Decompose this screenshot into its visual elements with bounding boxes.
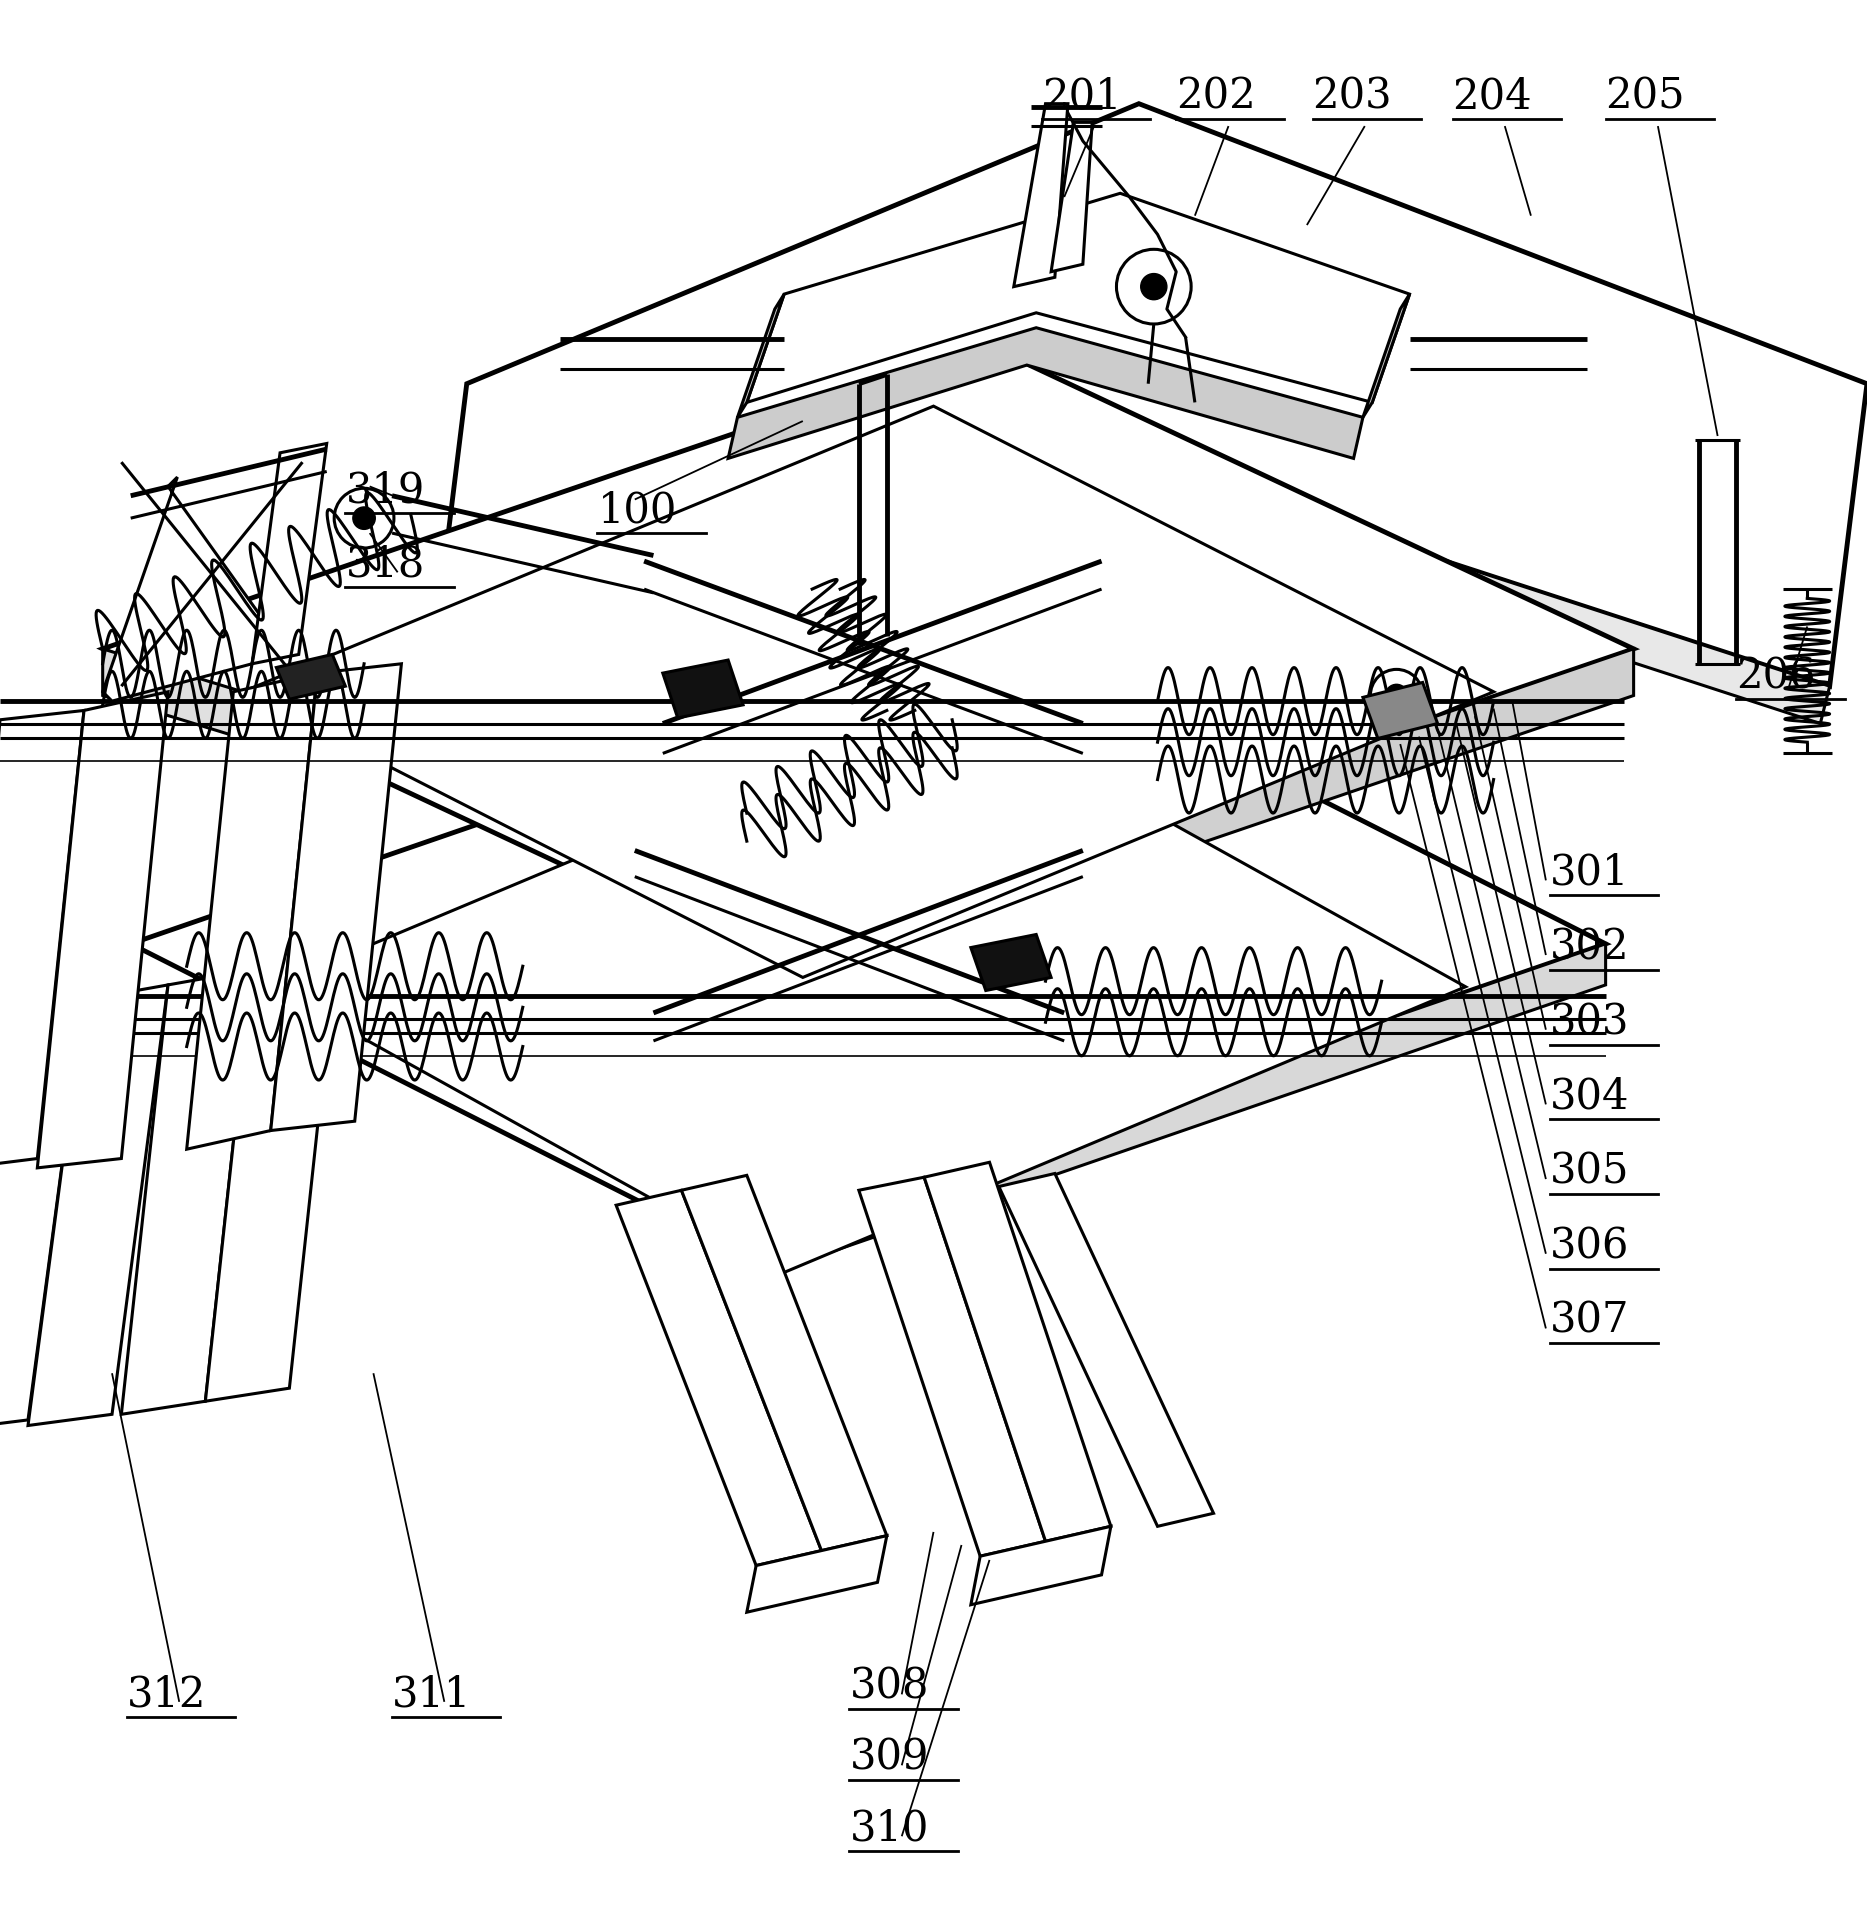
Polygon shape — [924, 1163, 1111, 1542]
Polygon shape — [616, 1190, 821, 1565]
Text: 307: 307 — [1550, 1299, 1630, 1342]
Polygon shape — [1051, 123, 1092, 271]
Polygon shape — [271, 701, 1466, 1272]
Polygon shape — [681, 1176, 887, 1552]
Polygon shape — [37, 691, 168, 1168]
Text: 310: 310 — [849, 1808, 930, 1850]
Text: 303: 303 — [1550, 1001, 1630, 1043]
Text: 308: 308 — [849, 1665, 930, 1707]
Text: 304: 304 — [1550, 1076, 1630, 1118]
Polygon shape — [131, 641, 1606, 1245]
Polygon shape — [243, 406, 1494, 978]
Circle shape — [1385, 683, 1408, 706]
Polygon shape — [28, 986, 168, 1426]
Polygon shape — [859, 1178, 1046, 1555]
Circle shape — [353, 506, 375, 529]
Text: 204: 204 — [1453, 75, 1533, 117]
Polygon shape — [747, 192, 1410, 402]
Text: 318: 318 — [345, 545, 424, 585]
Polygon shape — [103, 346, 1634, 951]
Text: 309: 309 — [849, 1736, 930, 1779]
Polygon shape — [252, 443, 327, 664]
Polygon shape — [271, 664, 401, 1130]
Text: 205: 205 — [1606, 75, 1686, 117]
Text: 203: 203 — [1313, 75, 1393, 117]
Polygon shape — [103, 649, 243, 739]
Text: 201: 201 — [1042, 75, 1122, 117]
Polygon shape — [276, 654, 345, 699]
Polygon shape — [205, 955, 336, 1401]
Polygon shape — [1363, 295, 1410, 418]
Text: 319: 319 — [345, 470, 424, 512]
Polygon shape — [971, 1527, 1111, 1605]
Polygon shape — [747, 649, 1634, 997]
Polygon shape — [429, 104, 1867, 685]
Text: 202: 202 — [1176, 75, 1256, 117]
Polygon shape — [1014, 104, 1068, 287]
Polygon shape — [663, 660, 743, 718]
Polygon shape — [747, 1536, 887, 1613]
Polygon shape — [187, 674, 317, 1149]
Text: 206: 206 — [1736, 656, 1817, 699]
Circle shape — [1141, 273, 1167, 300]
Polygon shape — [103, 477, 261, 701]
Polygon shape — [121, 970, 252, 1415]
Text: 305: 305 — [1550, 1151, 1630, 1194]
Text: 100: 100 — [597, 489, 678, 531]
Text: 301: 301 — [1550, 853, 1630, 893]
Polygon shape — [728, 943, 1606, 1288]
Polygon shape — [0, 999, 84, 1428]
Polygon shape — [1363, 683, 1438, 739]
Polygon shape — [420, 449, 1830, 724]
Text: 312: 312 — [127, 1673, 207, 1715]
Polygon shape — [999, 1174, 1214, 1527]
Polygon shape — [737, 295, 784, 418]
Text: 311: 311 — [392, 1673, 470, 1715]
Text: 306: 306 — [1550, 1226, 1630, 1267]
Polygon shape — [0, 710, 84, 1168]
Polygon shape — [971, 934, 1051, 991]
Text: 302: 302 — [1550, 926, 1630, 968]
Polygon shape — [728, 327, 1363, 458]
